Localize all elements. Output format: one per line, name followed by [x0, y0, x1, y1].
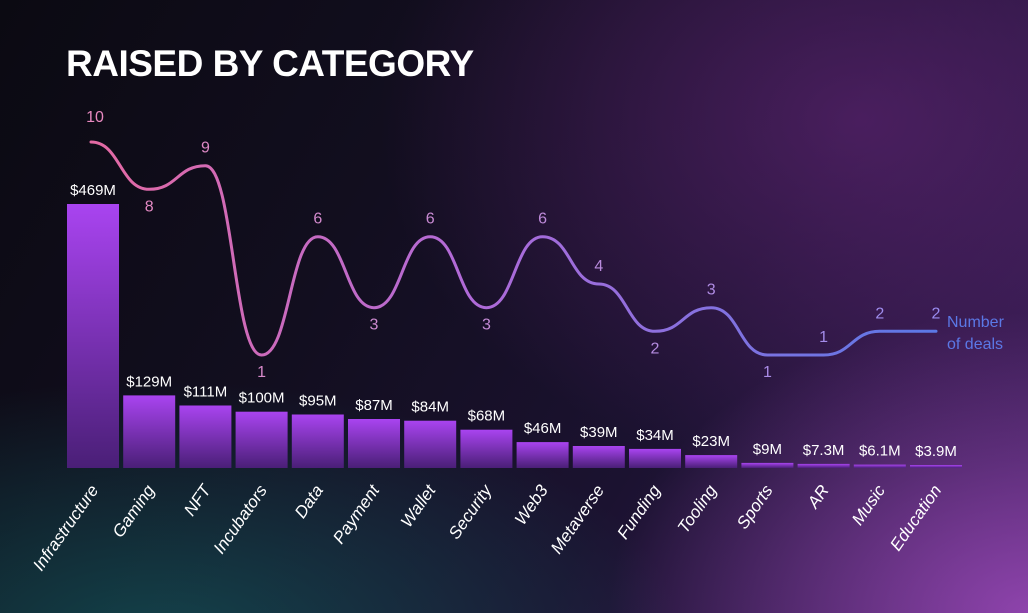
bar-value-label-sports: $9M [753, 441, 782, 458]
bar-payment [348, 419, 400, 468]
bar-value-label-ar: $7.3M [803, 442, 845, 459]
bar-education [910, 465, 962, 468]
category-label-ar: AR [803, 481, 833, 512]
deal-count-label-sports: 1 [763, 364, 772, 381]
deal-count-label-ar: 1 [819, 329, 828, 346]
deal-count-label-metaverse: 4 [594, 258, 603, 275]
bar-value-label-web3: $46M [524, 420, 562, 437]
bar-web3 [516, 442, 569, 468]
legend-line-1: Number [947, 314, 1005, 331]
bar-value-label-wallet: $84M [411, 399, 449, 416]
deals-series-line [89, 140, 938, 357]
category-label-data: Data [291, 481, 327, 521]
deal-count-label-education: 2 [932, 305, 941, 322]
category-label-web3: Web3 [511, 481, 552, 528]
bar-infrastructure [67, 204, 119, 468]
bar-value-labels: $469M $129M $111M $100M $95M $87M $84M $68M $46M… [70, 182, 957, 460]
chart-title: RAISED BY CATEGORY [66, 43, 474, 84]
bar-value-label-data: $95M [299, 393, 337, 410]
deal-count-label-payment: 3 [370, 317, 379, 334]
category-label-funding: Funding [613, 481, 664, 543]
bar-value-label-infrastructure: $469M [70, 182, 116, 199]
deal-count-label-infrastructure: 10 [86, 109, 104, 126]
deal-count-label-gaming: 8 [145, 198, 154, 215]
category-label-nft: NFT [180, 480, 215, 519]
deal-count-label-tooling: 3 [707, 282, 716, 299]
bar-incubators [235, 411, 288, 468]
category-label-metaverse: Metaverse [547, 481, 608, 557]
deal-count-label-wallet: 6 [426, 211, 435, 228]
bar-value-label-nft: $111M [184, 384, 228, 401]
bar-value-label-music: $6.1M [859, 443, 901, 460]
category-label-gaming: Gaming [109, 481, 159, 541]
category-label-tooling: Tooling [674, 481, 721, 537]
category-label-payment: Payment [329, 480, 384, 547]
bar-ar [797, 463, 850, 468]
bar-tooling [685, 455, 738, 468]
bar-value-label-incubators: $100M [239, 390, 285, 407]
category-label-incubators: Incubators [210, 481, 271, 557]
deal-count-label-security: 3 [482, 317, 491, 334]
category-label-education: Education [886, 481, 945, 554]
bar-security [460, 429, 513, 468]
deal-count-label-music: 2 [875, 305, 884, 322]
category-label-wallet: Wallet [397, 480, 440, 530]
deal-count-label-data: 6 [313, 211, 322, 228]
category-label-security: Security [445, 480, 497, 542]
bar-funding [629, 448, 681, 468]
bar-value-label-education: $3.9M [915, 443, 957, 460]
deal-count-label-nft: 9 [201, 140, 210, 157]
bar-metaverse [572, 446, 625, 468]
bar-music [853, 464, 906, 468]
bar-value-label-tooling: $23M [692, 433, 730, 450]
category-label-sports: Sports [733, 481, 777, 533]
deal-count-label-incubators: 1 [257, 364, 266, 381]
bar-data [291, 414, 344, 468]
deal-count-label-funding: 2 [651, 340, 660, 357]
category-label-music: Music [848, 481, 889, 529]
deals-value-labels: 10 8 9 1 6 3 6 3 6 4 2 3 1 1 2 2 [86, 109, 940, 381]
bar-value-label-metaverse: $39M [580, 424, 618, 441]
bar-value-label-payment: $87M [355, 397, 393, 414]
bar-value-label-security: $68M [468, 408, 506, 425]
bar-value-label-gaming: $129M [126, 373, 172, 390]
bar-nft [179, 405, 232, 468]
bar-value-label-funding: $34M [636, 427, 674, 444]
legend: Number of deals [947, 314, 1005, 353]
bar-sports [741, 462, 794, 468]
legend-line-2: of deals [947, 336, 1003, 353]
bars-group [67, 204, 962, 468]
category-label-infrastructure: Infrastructure [29, 481, 102, 574]
bar-gaming [123, 395, 176, 468]
deal-count-label-web3: 6 [538, 211, 547, 228]
bar-wallet [404, 420, 457, 468]
